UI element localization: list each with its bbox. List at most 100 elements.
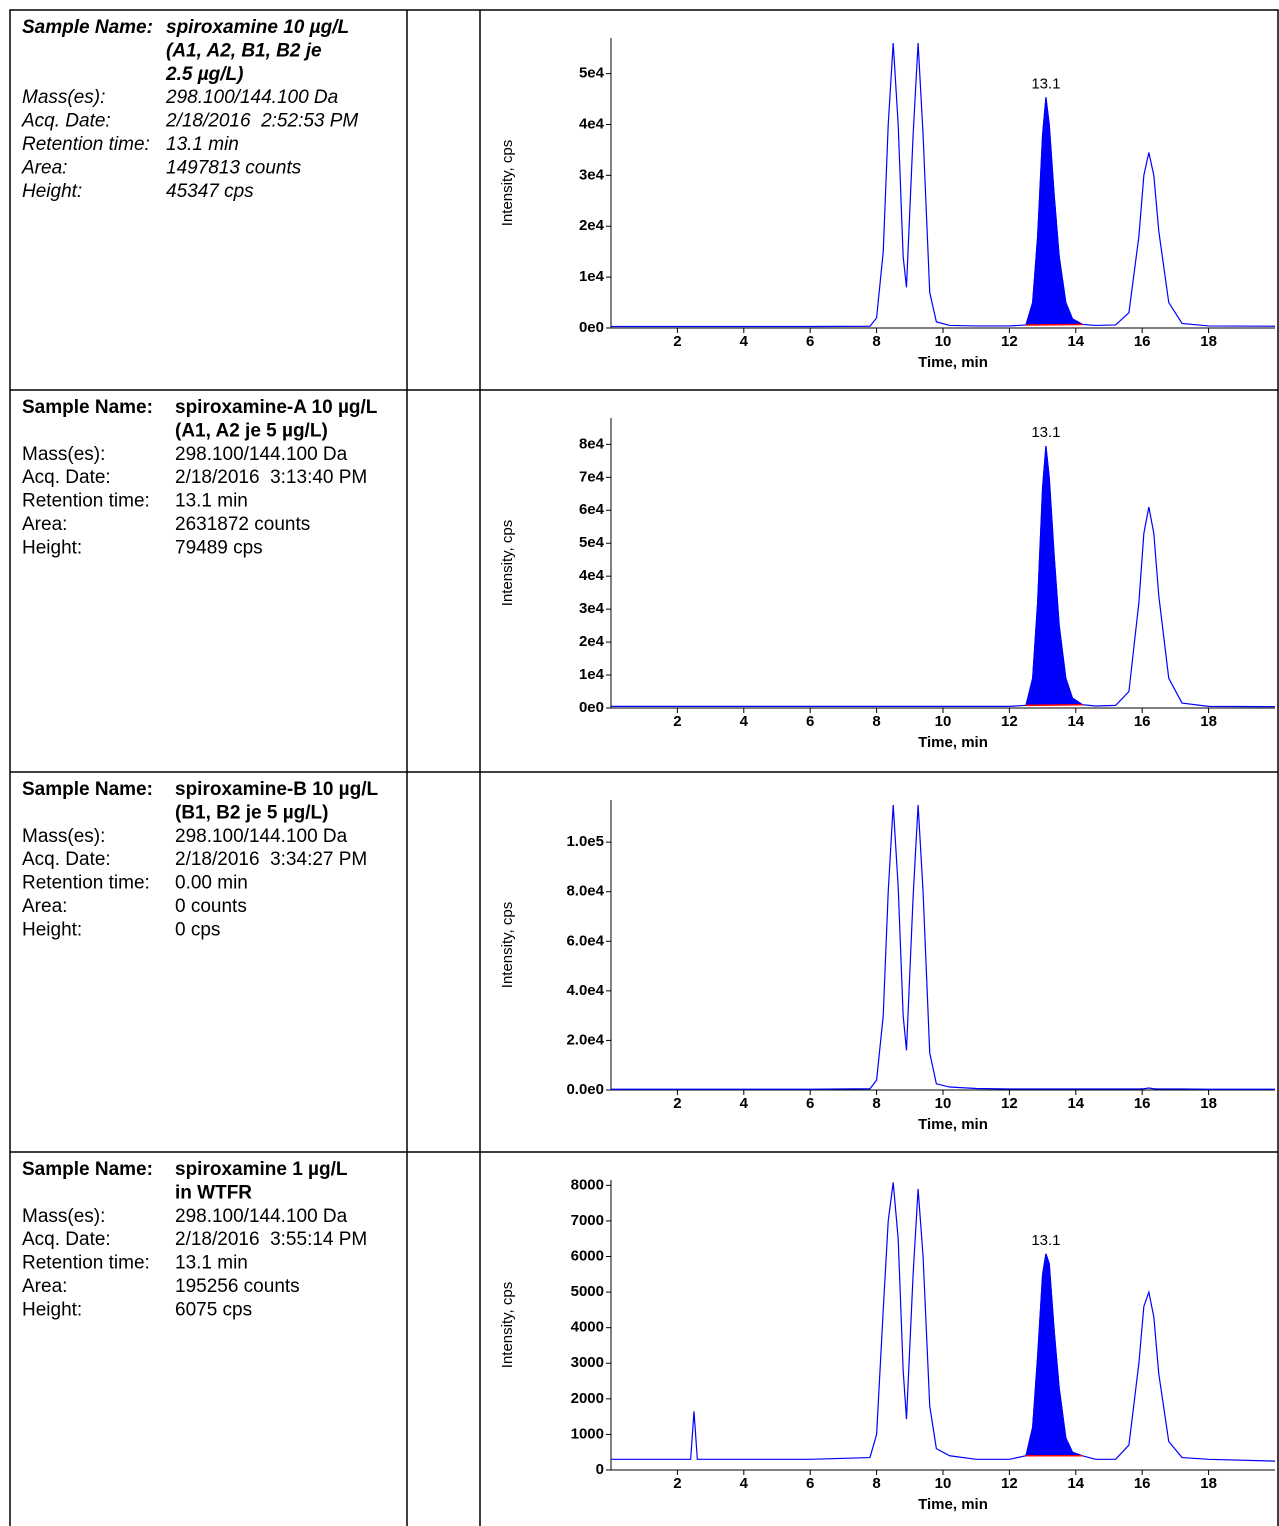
y-tick-label: 6e4 [579,501,605,518]
field-label: Acq. Date: [21,111,111,132]
sample-name: 2.5 µg/L) [165,64,243,85]
field-label: Acq. Date: [22,849,111,870]
x-axis-label: Time, min [918,1116,988,1133]
x-tick-label: 8 [872,1475,880,1492]
x-tick-label: 14 [1067,333,1084,350]
x-tick-label: 4 [740,1095,749,1112]
y-tick-label: 8.0e4 [566,883,604,900]
x-tick-label: 8 [872,1095,880,1112]
y-tick-label: 2e4 [579,633,605,650]
x-tick-label: 4 [740,1475,749,1492]
x-tick-label: 18 [1200,333,1217,350]
y-tick-label: 2e4 [579,217,605,234]
field-value: 298.100/144.100 Da [175,1206,348,1227]
sample-name-label: Sample Name: [22,1159,153,1180]
x-tick-label: 10 [935,1475,952,1492]
peak-area [1025,445,1085,706]
field-label: Mass(es): [22,826,105,847]
y-tick-label: 6.0e4 [566,932,604,949]
field-label: Acq. Date: [22,1229,111,1250]
y-tick-label: 7000 [571,1212,604,1229]
field-label: Area: [21,157,67,178]
x-tick-label: 4 [740,333,749,350]
x-tick-label: 12 [1001,713,1018,730]
y-tick-label: 3e4 [579,166,605,183]
peak-annotation: 13.1 [1031,1232,1060,1249]
field-value: 1497813 counts [166,157,302,178]
x-tick-label: 16 [1134,713,1151,730]
y-tick-label: 0e0 [579,699,604,716]
sample-name: (B1, B2 je 5 µg/L) [175,802,328,823]
y-tick-label: 4e4 [579,567,605,584]
field-label: Height: [22,919,82,940]
y-tick-label: 1000 [571,1425,604,1442]
x-tick-label: 18 [1200,713,1217,730]
x-tick-label: 6 [806,333,814,350]
x-tick-label: 12 [1001,1475,1018,1492]
sample-name-label: Sample Name: [22,17,153,38]
x-tick-label: 10 [935,1095,952,1112]
y-tick-label: 1.0e5 [566,833,604,850]
field-label: Acq. Date: [22,467,111,488]
field-label: Area: [22,1276,67,1297]
y-tick-label: 6000 [571,1247,604,1264]
x-tick-label: 4 [740,713,749,730]
chromatogram-line [611,804,1275,1090]
x-tick-label: 16 [1134,333,1151,350]
y-tick-label: 5e4 [579,534,605,551]
sample-name-label: Sample Name: [22,397,153,418]
x-axis-label: Time, min [918,1496,988,1513]
peak-annotation: 13.1 [1031,424,1060,441]
field-value: 298.100/144.100 Da [175,826,348,847]
field-value: 0 cps [175,919,220,940]
field-value: 45347 cps [166,181,254,202]
x-tick-label: 18 [1200,1475,1217,1492]
field-value: 2/18/2016 3:13:40 PM [175,467,367,488]
y-tick-label: 1e4 [579,666,605,683]
y-axis-label: Intensity, cps [499,520,516,606]
peak-baseline [1025,323,1083,326]
x-tick-label: 8 [872,333,880,350]
y-axis-label: Intensity, cps [499,902,516,988]
field-label: Retention time: [22,134,150,155]
sample-name: in WTFR [175,1182,252,1203]
field-label: Area: [22,896,67,917]
x-tick-label: 16 [1134,1475,1151,1492]
peak-area [1025,1253,1083,1457]
field-value: 79489 cps [175,537,263,558]
field-label: Mass(es): [22,87,105,108]
field-value: 0 counts [175,896,247,917]
field-label: Height: [22,181,82,202]
x-tick-label: 14 [1067,1475,1084,1492]
peak-area [1025,97,1085,326]
x-tick-label: 8 [872,713,880,730]
y-tick-label: 3000 [571,1354,604,1371]
y-tick-label: 0 [596,1461,604,1478]
x-tick-label: 2 [673,713,681,730]
field-value: 2/18/2016 3:55:14 PM [175,1229,367,1250]
y-tick-label: 4e4 [579,115,605,132]
y-axis-label: Intensity, cps [499,1282,516,1368]
chromatogram-line [611,43,1276,328]
field-value: 2631872 counts [175,514,310,535]
y-tick-label: 8e4 [579,435,605,452]
sample-name: (A1, A2 je 5 µg/L) [175,420,328,441]
field-value: 195256 counts [175,1276,300,1297]
x-axis-label: Time, min [918,354,988,371]
sample-name: (A1, A2, B1, B2 je [166,40,322,61]
x-axis-label: Time, min [918,734,988,751]
y-tick-label: 0.0e0 [566,1081,604,1098]
peak-annotation: 13.1 [1031,75,1060,92]
x-tick-label: 14 [1067,1095,1084,1112]
sample-name-label: Sample Name: [22,779,153,800]
chromatogram-line [611,445,1276,708]
sample-name: spiroxamine-B 10 µg/L [175,779,379,800]
y-tick-label: 4000 [571,1319,604,1336]
field-label: Retention time: [22,1253,150,1274]
peak-baseline [1025,703,1083,707]
x-tick-label: 2 [673,1095,681,1112]
field-value: 2/18/2016 2:52:53 PM [165,111,358,132]
y-tick-label: 7e4 [579,468,605,485]
